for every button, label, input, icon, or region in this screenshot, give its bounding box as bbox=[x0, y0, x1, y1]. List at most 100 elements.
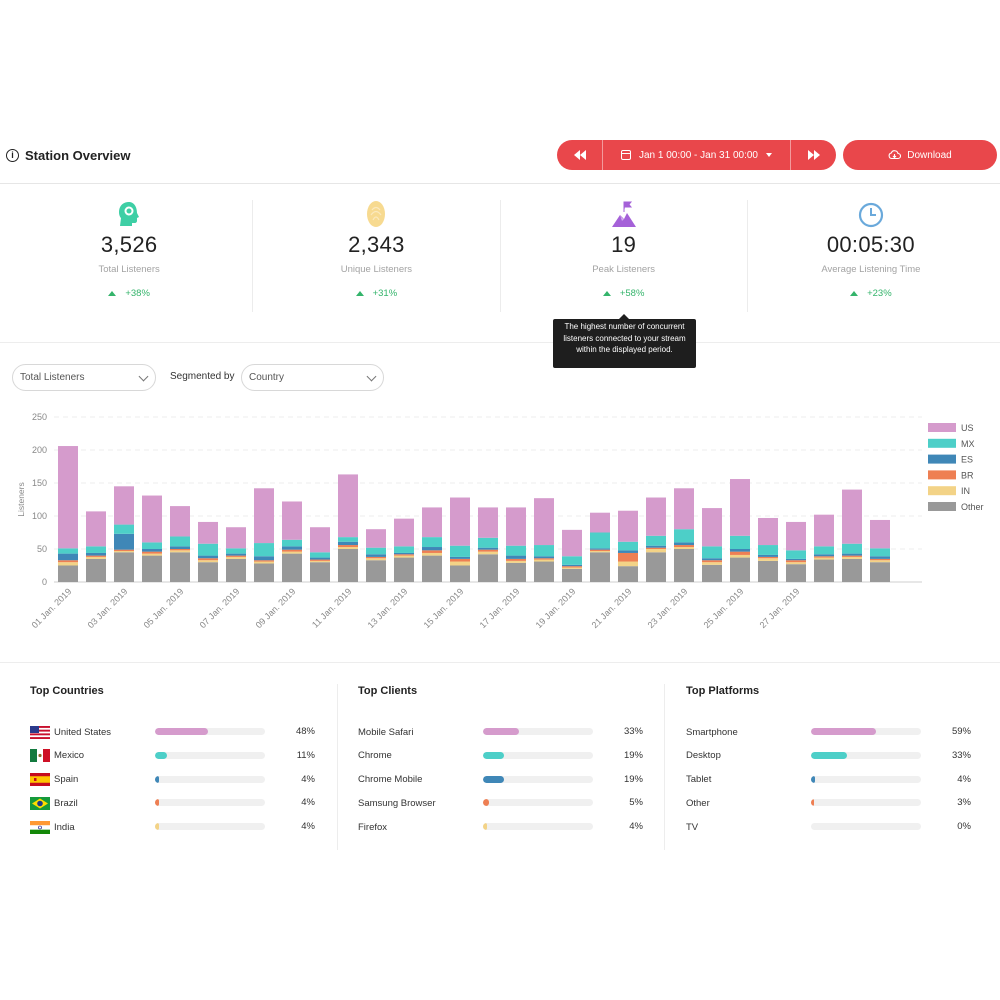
kpi-peak-listeners[interactable]: 19 Peak Listeners +58% bbox=[499, 200, 747, 312]
bar-segment-us bbox=[730, 479, 750, 536]
bar-segment-br bbox=[506, 558, 526, 561]
bar-segment-br bbox=[422, 550, 442, 553]
next-period-button[interactable] bbox=[790, 140, 836, 170]
progress-track bbox=[811, 823, 921, 831]
progress-track bbox=[811, 775, 921, 783]
list-item: Brazil 4% bbox=[30, 796, 330, 810]
bar-segment-es bbox=[86, 552, 106, 556]
bar-segment-in bbox=[534, 559, 554, 562]
bar-segment-mx bbox=[590, 532, 610, 549]
item-name: Brazil bbox=[54, 797, 78, 809]
kpi-unique-listeners: 2,343 Unique Listeners +31% bbox=[252, 200, 499, 312]
bar-segment-other bbox=[618, 566, 638, 582]
bar-segment-es bbox=[534, 556, 554, 559]
progress-track bbox=[483, 799, 593, 807]
bar-segment-br bbox=[198, 558, 218, 561]
bar-segment-br bbox=[366, 556, 386, 559]
bar-segment-other bbox=[674, 549, 694, 582]
bar-segment-in bbox=[254, 561, 274, 564]
bar-segment-mx bbox=[142, 542, 162, 549]
page-header: i Station Overview Jan 1 00:00 - Jan 31 … bbox=[0, 138, 1000, 184]
bar-segment-us bbox=[142, 495, 162, 543]
progress-track bbox=[155, 751, 265, 759]
item-percent: 11% bbox=[296, 749, 315, 761]
bar-segment-mx bbox=[702, 546, 722, 559]
x-tick-label: 23 Jan. 2019 bbox=[646, 586, 690, 630]
x-tick-label: 15 Jan. 2019 bbox=[422, 586, 466, 630]
x-tick-label: 19 Jan. 2019 bbox=[534, 586, 578, 630]
kpi-value: 3,526 bbox=[100, 232, 158, 257]
legend-label: US bbox=[961, 423, 974, 433]
bar-segment-br bbox=[282, 549, 302, 552]
bar-segment-in bbox=[142, 553, 162, 556]
bar-segment-in bbox=[450, 561, 470, 566]
bar-segment-mx bbox=[730, 535, 750, 549]
legend-swatch bbox=[928, 502, 956, 511]
progress-fill bbox=[155, 751, 168, 759]
x-tick-label: 07 Jan. 2019 bbox=[198, 586, 242, 630]
bar-segment-in bbox=[86, 556, 106, 559]
bar-segment-other bbox=[646, 552, 666, 582]
bar-segment-es bbox=[590, 548, 610, 550]
bar-segment-es bbox=[338, 541, 358, 546]
chevron-down-icon bbox=[138, 371, 149, 382]
x-tick-label: 01 Jan. 2019 bbox=[30, 586, 74, 630]
bar-segment-br bbox=[310, 559, 330, 561]
bar-segment-us bbox=[58, 446, 78, 549]
item-name: Spain bbox=[54, 774, 79, 786]
kpi-value: 00:05:30 bbox=[826, 232, 915, 257]
bar-segment-es bbox=[730, 549, 750, 552]
item-name: TV bbox=[686, 821, 699, 833]
panel-title: Top Platforms bbox=[686, 685, 760, 697]
bar-segment-mx bbox=[646, 535, 666, 546]
segmented-by-label: Segmented by bbox=[170, 371, 235, 382]
download-button[interactable]: Download bbox=[843, 140, 997, 170]
bar-segment-other bbox=[842, 558, 862, 582]
item-name: Firefox bbox=[358, 821, 388, 833]
bar-segment-es bbox=[142, 549, 162, 552]
kpi-change-value: +31% bbox=[372, 288, 398, 299]
segment-select[interactable]: Country bbox=[241, 364, 384, 391]
info-icon[interactable]: i bbox=[6, 149, 19, 162]
bar-segment-other bbox=[450, 565, 470, 582]
bar-segment-mx bbox=[674, 529, 694, 543]
segment-select-value: Country bbox=[249, 372, 285, 383]
bar-segment-br bbox=[450, 558, 470, 562]
progress-fill bbox=[155, 799, 160, 807]
bar-segment-other bbox=[758, 560, 778, 582]
progress-fill bbox=[811, 775, 816, 783]
bar-segment-in bbox=[842, 556, 862, 559]
bar-segment-other bbox=[58, 565, 78, 582]
bar-segment-br bbox=[562, 566, 582, 568]
legend-swatch bbox=[928, 486, 956, 496]
bar-segment-other bbox=[282, 553, 302, 582]
bar-segment-br bbox=[534, 558, 554, 560]
bar-segment-in bbox=[478, 551, 498, 555]
bar-segment-us bbox=[422, 507, 442, 538]
bar-segment-other bbox=[562, 568, 582, 582]
list-item: Other 3% bbox=[686, 796, 986, 810]
list-item: Chrome 19% bbox=[358, 749, 658, 763]
metric-select[interactable]: Total Listeners bbox=[12, 364, 156, 391]
progress-fill bbox=[483, 775, 504, 783]
bar-segment-br bbox=[842, 555, 862, 557]
bar-segment-br bbox=[674, 545, 694, 548]
previous-period-button[interactable] bbox=[557, 140, 603, 170]
list-item: Chrome Mobile 19% bbox=[358, 773, 658, 787]
bar-segment-in bbox=[394, 555, 414, 558]
kpi-label: Unique Listeners bbox=[340, 264, 413, 275]
list-item: Smartphone 59% bbox=[686, 725, 986, 739]
divider bbox=[337, 684, 338, 850]
bar-segment-br bbox=[618, 552, 638, 562]
bar-segment-in bbox=[58, 562, 78, 566]
bar-segment-es bbox=[870, 556, 890, 559]
list-item: United States 48% bbox=[30, 725, 330, 739]
bar-segment-br bbox=[338, 545, 358, 548]
item-percent: 19% bbox=[623, 773, 643, 785]
date-range-picker[interactable]: Jan 1 00:00 - Jan 31 00:00 bbox=[603, 150, 790, 161]
bar-segment-br bbox=[646, 547, 666, 549]
bar-segment-in bbox=[646, 549, 666, 553]
list-item: Mobile Safari 33% bbox=[358, 725, 658, 739]
bar-segment-us bbox=[310, 527, 330, 553]
bar-segment-in bbox=[282, 551, 302, 554]
